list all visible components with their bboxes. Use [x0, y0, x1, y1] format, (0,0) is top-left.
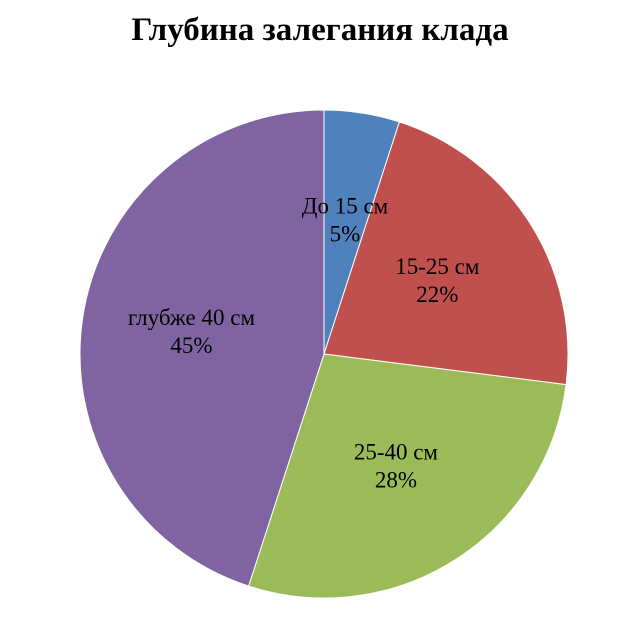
slice-labels: До 15 см 5% 15-25 см 22% 25-40 см 28% глубже 4… — [128, 193, 480, 492]
pie-slice-4 — [79, 109, 325, 587]
slice-value-label-4: 45% — [170, 333, 212, 358]
chart-title: Глубина залегания клада — [131, 12, 509, 48]
slice-label-4: глубже 40 см — [128, 305, 256, 330]
pie-slice-2 — [323, 121, 569, 386]
slice-label-3: 25-40 см — [354, 439, 439, 464]
slice-value-label-1: 5% — [330, 221, 361, 246]
slices — [79, 109, 569, 599]
slice-label-2: 15-25 см — [395, 254, 480, 279]
slice-value-label-2: 22% — [416, 282, 458, 307]
slice-label-1: До 15 см — [302, 193, 389, 218]
slice-value-label-3: 28% — [375, 467, 417, 492]
pie-slice-3 — [247, 353, 567, 599]
